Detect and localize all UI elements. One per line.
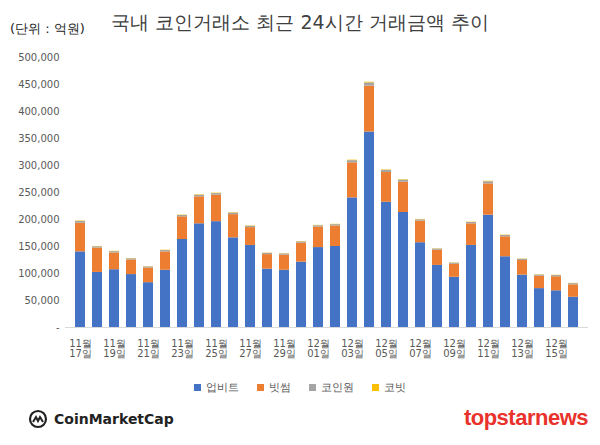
html-text:(단위 : 억원): (단위 : 억원) [10, 21, 85, 36]
html-text:코빗: 코빗 [384, 380, 406, 394]
html-text:코인원: 코인원 [321, 380, 354, 394]
svg-text:-: - [56, 322, 60, 333]
svg-text:200,000: 200,000 [18, 214, 59, 225]
svg-text:50,000: 50,000 [25, 295, 60, 306]
svg-text:450,000: 450,000 [18, 79, 59, 90]
svg-text:11월17일: 11월17일 [69, 338, 92, 359]
svg-text:400,000: 400,000 [18, 106, 59, 117]
html-text:CoinMarketCap: CoinMarketCap [54, 411, 174, 427]
html-text:업비트: 업비트 [206, 380, 239, 394]
svg-text:12월09일: 12월09일 [443, 338, 466, 359]
svg-text:150,000: 150,000 [18, 241, 59, 252]
svg-text:11월27일: 11월27일 [239, 338, 262, 359]
svg-text:11월19일: 11월19일 [103, 338, 126, 359]
svg-text:12월11일: 12월11일 [477, 338, 500, 359]
svg-text:350,000: 350,000 [18, 133, 59, 144]
svg-text:11월29일: 11월29일 [273, 338, 296, 359]
svg-text:12월01일: 12월01일 [307, 338, 330, 359]
svg-text:12월15일: 12월15일 [545, 338, 568, 359]
svg-text:12월07일: 12월07일 [409, 338, 432, 359]
html-text:topstarnews: topstarnews [463, 405, 588, 430]
svg-text:12월05일: 12월05일 [375, 338, 398, 359]
svg-text:500,000: 500,000 [18, 52, 59, 63]
svg-text:11월25일: 11월25일 [205, 338, 228, 359]
svg-text:100,000: 100,000 [18, 268, 59, 279]
html-text:빗썸: 빗썸 [269, 380, 291, 394]
svg-text:12월13일: 12월13일 [511, 338, 534, 359]
svg-text:11월21일: 11월21일 [137, 338, 160, 359]
html-text:국내 코인거래소 최근 24시간 거래금액 추이: 국내 코인거래소 최근 24시간 거래금액 추이 [111, 11, 489, 33]
svg-text:300,000: 300,000 [18, 160, 59, 171]
svg-text:250,000: 250,000 [18, 187, 59, 198]
svg-text:11월23일: 11월23일 [171, 338, 194, 359]
svg-text:12월03일: 12월03일 [341, 338, 364, 359]
